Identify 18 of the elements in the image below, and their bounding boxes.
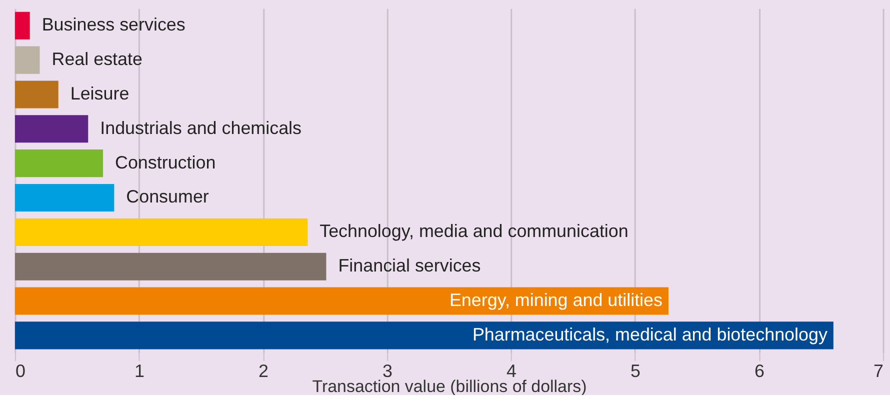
x-tick-label: 2 — [258, 361, 268, 382]
y-tick-label: Construction — [114, 152, 216, 172]
y-tick-label: Pharmaceuticals, medical and biotechnology — [472, 324, 828, 344]
x-tick-label: 1 — [134, 361, 144, 382]
x-tick-label: 0 — [15, 361, 26, 382]
y-tick-label: Business services — [42, 14, 186, 35]
x-tick-label: 3 — [382, 361, 392, 382]
y-tick-label: Real estate — [52, 49, 143, 70]
y-tick-label: Technology, media and communication — [320, 221, 628, 242]
x-tick-label: 5 — [630, 361, 641, 382]
y-tick-label: Energy, mining and utilities — [449, 290, 663, 310]
y-tick-label: Leisure — [70, 83, 130, 104]
x-tick-label: 4 — [506, 361, 516, 382]
y-tick-label: Industrials and chemicals — [100, 118, 302, 138]
y-tick-label: Consumer — [126, 186, 209, 207]
x-tick-label: 6 — [754, 361, 765, 382]
y-tick-label: Financial services — [338, 256, 481, 276]
x-tick-label: 7 — [874, 361, 884, 382]
